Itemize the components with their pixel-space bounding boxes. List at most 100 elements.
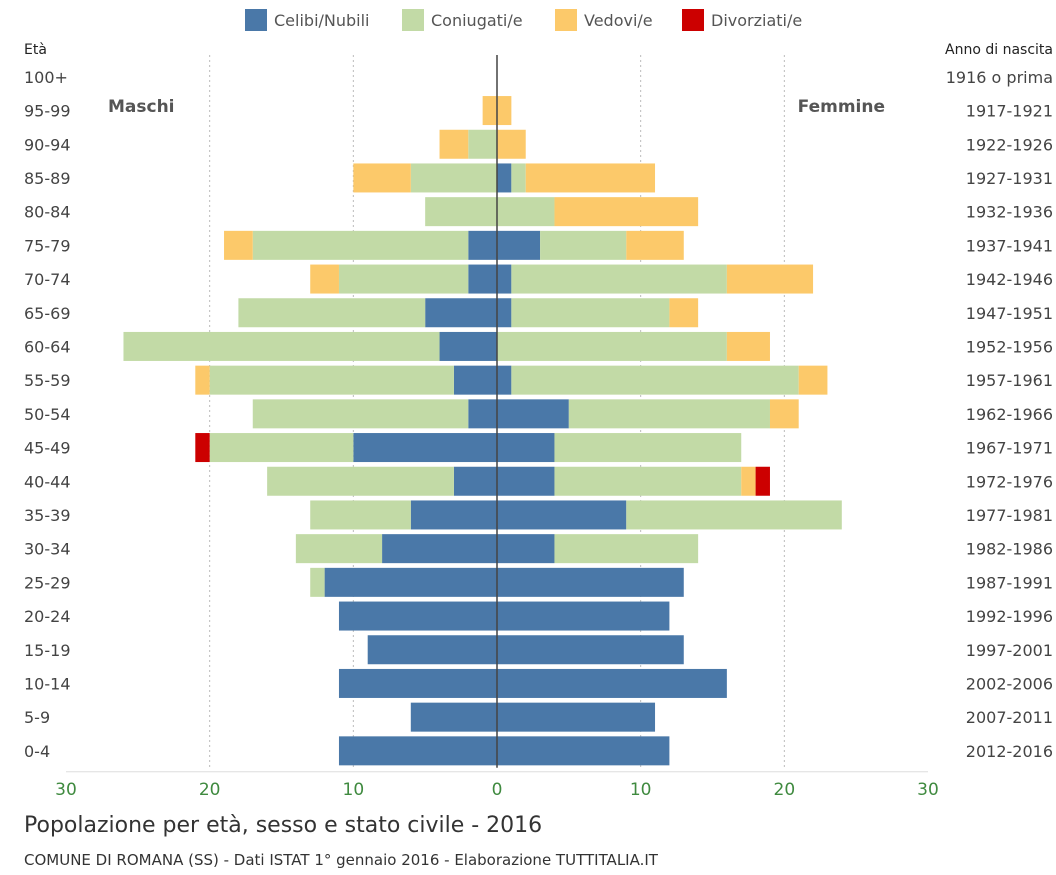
- bar-male-celibi-nubili: [439, 331, 497, 361]
- bar-female-vedovi-e: [741, 466, 756, 496]
- bar-male-coniugati-e: [338, 264, 469, 294]
- bar-female-celibi-nubili: [497, 433, 555, 463]
- bar-female-celibi-nubili: [497, 163, 512, 193]
- age-tick-label: 40-44: [24, 472, 71, 491]
- age-tick-label: 85-89: [24, 169, 71, 188]
- bar-male-celibi-nubili: [324, 567, 497, 597]
- bar-female-divorziati-e: [755, 466, 770, 496]
- x-tick-label: 20: [774, 780, 796, 800]
- x-tick-label: 10: [630, 780, 652, 800]
- birth-year-axis-title: Anno di nascita: [945, 42, 1053, 58]
- axis: [66, 55, 928, 773]
- age-tick-label: 20-24: [24, 607, 71, 626]
- age-tick-label: 25-29: [24, 573, 71, 592]
- chart-title: Popolazione per età, sesso e stato civil…: [24, 813, 543, 838]
- age-tick-label: 45-49: [24, 439, 71, 458]
- age-axis-title: Età: [24, 42, 47, 58]
- bar-male-divorziati-e: [195, 433, 210, 463]
- x-tick-label: 10: [343, 780, 365, 800]
- age-tick-label: 90-94: [24, 135, 71, 154]
- legend-swatch-vedovi-e[interactable]: [555, 9, 577, 31]
- bar-female-coniugati-e: [540, 230, 627, 260]
- bar-male-celibi-nubili: [453, 365, 497, 395]
- birth-year-tick-label: 1947-1951: [966, 304, 1053, 323]
- legend-swatch-divorziati-e[interactable]: [682, 9, 704, 31]
- bar-female-vedovi-e: [626, 230, 684, 260]
- legend-label-divorziati-e[interactable]: Divorziati/e: [711, 11, 802, 30]
- birth-year-tick-label: 1917-1921: [966, 102, 1053, 121]
- bar-male-celibi-nubili: [338, 601, 497, 631]
- bar-male-coniugati-e: [252, 399, 469, 429]
- birth-year-tick-label: 1967-1971: [966, 439, 1053, 458]
- x-tick-label: 0: [492, 780, 503, 800]
- age-tick-label: 70-74: [24, 270, 71, 289]
- age-tick-label: 30-34: [24, 540, 71, 559]
- bar-male-coniugati-e: [468, 129, 497, 159]
- birth-year-tick-label: 1932-1936: [966, 203, 1053, 222]
- age-tick-label: 15-19: [24, 641, 71, 660]
- bar-female-coniugati-e: [511, 365, 799, 395]
- birth-year-tick-label: 2012-2016: [966, 742, 1053, 761]
- bar-female-coniugati-e: [511, 298, 670, 328]
- birth-year-tick-label: 1952-1956: [966, 337, 1053, 356]
- bar-female-vedovi-e: [726, 264, 814, 294]
- bar-female-celibi-nubili: [497, 635, 684, 665]
- bar-male-celibi-nubili: [410, 702, 497, 732]
- bar-male-coniugati-e: [295, 534, 383, 564]
- age-tick-label: 35-39: [24, 506, 71, 525]
- bar-male-celibi-nubili: [353, 433, 497, 463]
- bar-female-vedovi-e: [798, 365, 828, 395]
- age-tick-label: 0-4: [24, 742, 50, 761]
- bar-male-vedovi-e: [482, 96, 497, 126]
- bar-female-vedovi-e: [769, 399, 799, 429]
- bar-female-vedovi-e: [525, 163, 656, 193]
- bar-female-coniugati-e: [568, 399, 770, 429]
- bars: [123, 96, 842, 766]
- legend-label-coniugati-e[interactable]: Coniugati/e: [431, 11, 523, 30]
- birth-year-tick-label: 1997-2001: [966, 641, 1053, 660]
- bar-female-celibi-nubili: [497, 365, 512, 395]
- bar-male-celibi-nubili: [468, 264, 497, 294]
- bar-female-vedovi-e: [669, 298, 699, 328]
- birth-year-tick-label: 2002-2006: [966, 674, 1053, 693]
- age-tick-label: 75-79: [24, 236, 71, 255]
- bar-female-celibi-nubili: [497, 702, 656, 732]
- bar-male-celibi-nubili: [367, 635, 497, 665]
- bar-male-coniugati-e: [123, 331, 440, 361]
- bar-male-vedovi-e: [353, 163, 411, 193]
- age-tick-label: 95-99: [24, 102, 71, 121]
- bar-male-coniugati-e: [252, 230, 469, 260]
- bar-female-coniugati-e: [497, 331, 727, 361]
- bar-female-vedovi-e: [497, 96, 512, 126]
- legend: Celibi/Nubili Coniugati/e Vedovi/e Divorzia…: [245, 9, 802, 31]
- legend-label-vedovi-e[interactable]: Vedovi/e: [584, 11, 653, 30]
- birth-year-tick-label: 1962-1966: [966, 405, 1053, 424]
- birth-year-tick-label: 1972-1976: [966, 472, 1053, 491]
- bar-female-vedovi-e: [497, 129, 526, 159]
- bar-male-coniugati-e: [310, 500, 411, 530]
- bar-female-coniugati-e: [497, 197, 555, 227]
- bar-male-coniugati-e: [209, 433, 354, 463]
- bar-female-celibi-nubili: [497, 298, 512, 328]
- legend-swatch-coniugati-e[interactable]: [402, 9, 424, 31]
- bar-male-coniugati-e: [238, 298, 426, 328]
- legend-swatch-celibi-nubili[interactable]: [245, 9, 267, 31]
- bar-female-celibi-nubili: [497, 466, 555, 496]
- labels: Età Anno di nascita 100+ 1916 o prima 95-99 1…: [24, 42, 1053, 800]
- bar-female-coniugati-e: [511, 163, 526, 193]
- birth-year-tick-label: 1977-1981: [966, 506, 1053, 525]
- birth-year-tick-label: 1937-1941: [966, 236, 1053, 255]
- bar-female-coniugati-e: [554, 466, 742, 496]
- bar-male-celibi-nubili: [338, 736, 497, 766]
- birth-year-tick-label: 1982-1986: [966, 540, 1053, 559]
- bar-female-celibi-nubili: [497, 736, 670, 766]
- bar-male-celibi-nubili: [410, 500, 497, 530]
- bar-female-celibi-nubili: [497, 668, 727, 698]
- birth-year-tick-label: 1992-1996: [966, 607, 1053, 626]
- x-tick-label: 30: [55, 780, 77, 800]
- bar-male-coniugati-e: [410, 163, 497, 193]
- pyramid-svg: Celibi/Nubili Coniugati/e Vedovi/e Divorzia…: [24, 9, 1053, 800]
- age-tick-label: 60-64: [24, 337, 71, 356]
- legend-label-celibi-nubili[interactable]: Celibi/Nubili: [274, 11, 370, 30]
